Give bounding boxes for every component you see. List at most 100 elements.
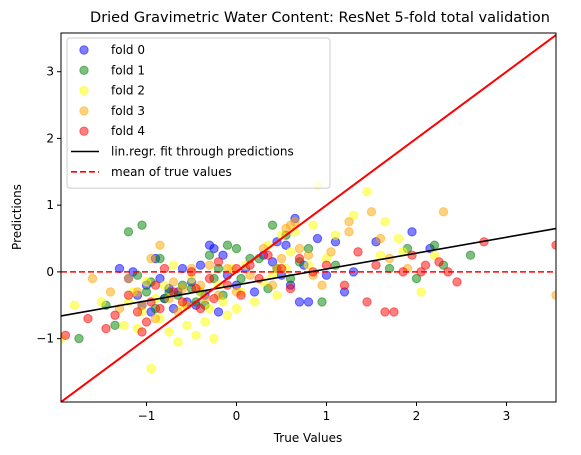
- scatter-point: [344, 227, 354, 237]
- scatter-point: [200, 317, 210, 327]
- legend-label: lin.regr. fit through predictions: [111, 145, 294, 159]
- scatter-point: [330, 230, 341, 240]
- legend-label: fold 3: [111, 104, 145, 118]
- scatter-point: [155, 240, 165, 250]
- scatter-point: [321, 270, 332, 280]
- scatter-point: [249, 287, 260, 297]
- scatter-point: [173, 337, 183, 347]
- scatter-point: [195, 303, 206, 314]
- scatter-point: [366, 207, 377, 217]
- scatter-point: [191, 330, 201, 340]
- scatter-point: [114, 263, 125, 274]
- scatter-point: [209, 333, 219, 344]
- scatter-point: [236, 290, 246, 300]
- x-tick-label: 2: [413, 409, 421, 423]
- scatter-point: [132, 270, 143, 280]
- scatter-point: [168, 260, 179, 270]
- scatter-point: [141, 277, 152, 287]
- x-axis-ticks: −1 0 1 2 3: [138, 402, 511, 423]
- legend-box: [66, 37, 331, 189]
- y-tick-label: 2: [46, 131, 54, 145]
- scatter-point: [438, 207, 449, 217]
- scatter-point: [276, 253, 287, 264]
- scatter-point: [123, 290, 134, 300]
- scatter-point: [290, 217, 300, 227]
- scatter-point: [213, 307, 224, 317]
- scatter-point: [87, 273, 98, 284]
- scatter-point: [110, 320, 120, 330]
- scatter-point: [119, 320, 129, 330]
- scatter-point: [407, 227, 417, 237]
- scatter-point: [303, 250, 314, 260]
- scatter-point: [146, 363, 156, 374]
- y-tick-label: −1: [36, 332, 54, 346]
- legend-label: fold 0: [111, 43, 145, 57]
- x-axis-label: True Values: [273, 431, 343, 445]
- chart-title: Dried Gravimetric Water Content: ResNet …: [90, 10, 550, 26]
- scatter-point: [159, 263, 170, 274]
- legend-marker: [79, 85, 89, 96]
- scatter-point: [339, 280, 350, 290]
- scatter-point: [429, 250, 440, 260]
- x-tick-label: 3: [503, 409, 511, 423]
- scatter-point: [137, 220, 147, 230]
- scatter-point: [110, 310, 120, 320]
- scatter-point: [236, 273, 246, 284]
- legend-marker: [79, 126, 89, 136]
- scatter-point: [380, 217, 390, 227]
- legend-label: fold 2: [111, 84, 145, 98]
- scatter-point: [294, 253, 305, 264]
- scatter-point: [61, 330, 71, 340]
- scatter-point: [263, 250, 273, 260]
- scatter-point: [416, 287, 426, 297]
- scatter-point: [294, 243, 305, 254]
- scatter-point: [249, 297, 260, 307]
- scatter-point: [362, 187, 372, 197]
- x-tick-label: 0: [233, 409, 241, 423]
- scatter-point: [69, 300, 80, 310]
- scatter-point: [272, 290, 282, 300]
- scatter-point: [146, 253, 156, 264]
- scatter-point: [168, 277, 179, 287]
- scatter-point: [267, 280, 278, 290]
- y-tick-label: 1: [46, 198, 54, 212]
- scatter-point: [303, 297, 314, 307]
- scatter-point: [213, 257, 224, 267]
- scatter-point: [222, 263, 233, 274]
- scatter-point: [317, 280, 327, 290]
- scatter-point: [218, 250, 228, 260]
- scatter-point: [411, 273, 422, 284]
- scatter-point: [74, 333, 84, 344]
- scatter-point: [123, 227, 134, 237]
- scatter-point: [371, 260, 381, 270]
- scatter-point: [281, 240, 291, 250]
- scatter-point: [267, 257, 278, 267]
- scatter-point: [452, 277, 462, 287]
- scatter-point: [123, 273, 134, 284]
- scatter-point: [204, 303, 215, 314]
- scatter-point: [150, 313, 161, 324]
- scatter-point: [209, 243, 219, 254]
- scatter-point: [353, 247, 363, 257]
- scatter-point: [177, 283, 188, 294]
- scatter-point: [222, 310, 233, 320]
- plot-frame: [60, 32, 557, 403]
- scatter-point: [155, 253, 165, 264]
- regression-line: [61, 227, 556, 317]
- legend-marker: [79, 106, 89, 116]
- scatter-point: [303, 260, 314, 270]
- scatter-point: [267, 220, 278, 230]
- scatter-point: [245, 270, 255, 280]
- scatter-point: [204, 273, 215, 284]
- scatter-point: [344, 217, 354, 227]
- scatter-point: [362, 297, 372, 307]
- scatter-point: [155, 273, 165, 284]
- x-tick-label: −1: [138, 409, 156, 423]
- scatter-point: [393, 233, 404, 244]
- scatter-point: [164, 327, 174, 337]
- scatter-point: [195, 260, 206, 270]
- scatter-point: [141, 317, 152, 327]
- y-axis-ticks: −1 0 1 2 3: [36, 65, 61, 346]
- scatter-point: [285, 247, 296, 257]
